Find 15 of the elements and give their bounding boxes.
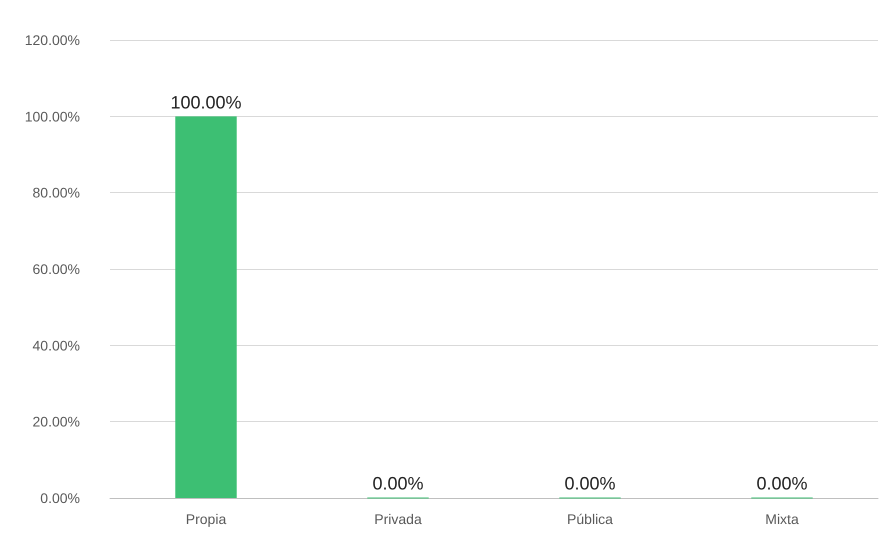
y-tick-label: 120.00% xyxy=(24,32,80,48)
x-tick-label: Propia xyxy=(186,511,226,527)
y-tick-label: 80.00% xyxy=(32,184,80,201)
data-label: 0.00% xyxy=(372,474,424,494)
data-label: 100.00% xyxy=(170,92,242,112)
x-tick-label: Mixta xyxy=(765,511,799,527)
y-tick-label: 40.00% xyxy=(32,337,80,354)
y-tick-label: 0.00% xyxy=(40,490,80,506)
y-tick-label: 20.00% xyxy=(32,414,80,430)
data-label: 0.00% xyxy=(564,474,616,494)
data-label: 0.00% xyxy=(756,474,808,494)
x-tick-label: Privada xyxy=(374,511,422,527)
y-tick-label: 60.00% xyxy=(32,261,80,277)
x-tick-label: Pública xyxy=(567,511,614,527)
y-tick-label: 100.00% xyxy=(24,108,80,124)
